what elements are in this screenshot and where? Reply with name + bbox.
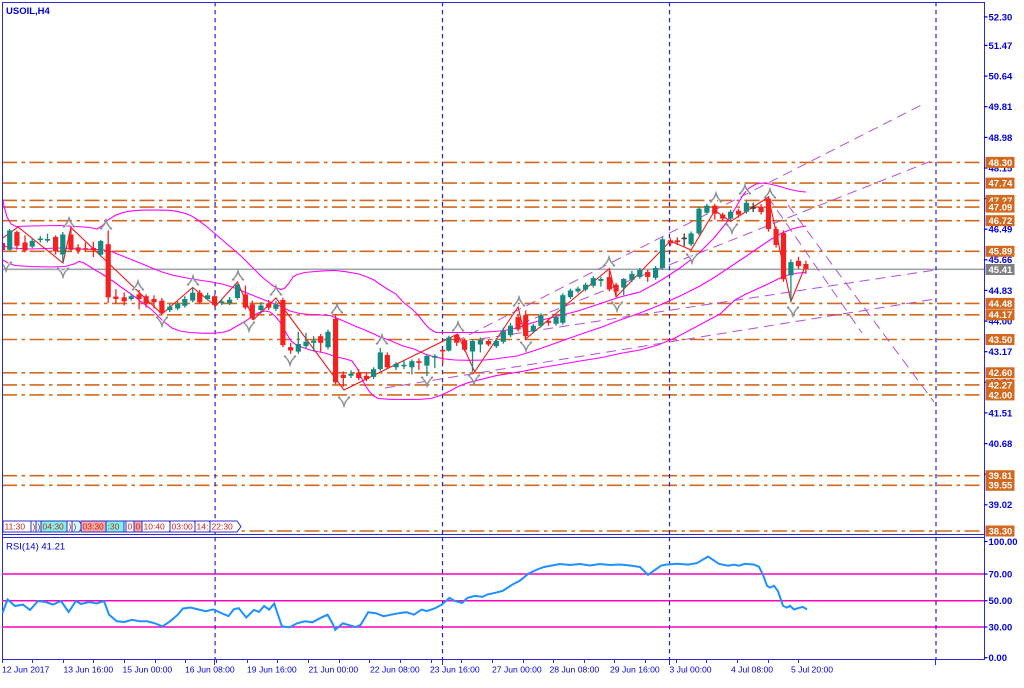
- svg-text:38.30: 38.30: [989, 526, 1013, 537]
- svg-text:23 Jun 16:00: 23 Jun 16:00: [430, 665, 480, 675]
- svg-text:49.81: 49.81: [989, 102, 1013, 113]
- svg-text:41.51: 41.51: [989, 408, 1013, 419]
- svg-text:28 Jun 08:00: 28 Jun 08:00: [550, 665, 600, 675]
- svg-text:0: 0: [136, 522, 141, 532]
- svg-text:46.49: 46.49: [989, 225, 1013, 236]
- svg-text:4 Jul 08:00: 4 Jul 08:00: [731, 665, 773, 675]
- svg-text:48.30: 48.30: [989, 158, 1013, 169]
- svg-text:44.17: 44.17: [989, 310, 1013, 321]
- svg-text:45.89: 45.89: [989, 247, 1013, 258]
- svg-text:22 Jun 08:00: 22 Jun 08:00: [370, 665, 420, 675]
- svg-text:5 Jul 20:00: 5 Jul 20:00: [791, 665, 833, 675]
- svg-text:44.48: 44.48: [989, 299, 1013, 310]
- svg-text:): ): [69, 522, 72, 532]
- svg-text:44.00: 44.00: [989, 317, 1013, 328]
- svg-text:43.50: 43.50: [989, 335, 1013, 346]
- svg-text:): ): [33, 522, 36, 532]
- svg-text:39.02: 39.02: [989, 500, 1013, 511]
- svg-text:48.15: 48.15: [989, 163, 1013, 174]
- svg-text:22:30: 22:30: [212, 522, 234, 532]
- svg-text:): ): [38, 522, 41, 532]
- svg-text:): ): [74, 522, 77, 532]
- svg-text:21 Jun 00:00: 21 Jun 00:00: [309, 665, 359, 675]
- svg-text:39.55: 39.55: [989, 481, 1013, 492]
- svg-text:27 Jun 00:00: 27 Jun 00:00: [492, 665, 542, 675]
- svg-text:47.09: 47.09: [989, 203, 1013, 214]
- svg-text:RSI(14) 41.21: RSI(14) 41.21: [6, 542, 65, 553]
- svg-text:51.47: 51.47: [989, 41, 1013, 52]
- svg-text:10:40: 10:40: [144, 522, 166, 532]
- svg-text:48.98: 48.98: [989, 133, 1013, 144]
- svg-text:03:00: 03:00: [172, 522, 194, 532]
- svg-text:52.30: 52.30: [989, 12, 1013, 23]
- svg-text::30: :30: [108, 522, 120, 532]
- svg-text:42.00: 42.00: [989, 390, 1013, 401]
- svg-text:43.17: 43.17: [989, 347, 1013, 358]
- svg-text:47.74: 47.74: [989, 179, 1013, 190]
- svg-text:42.60: 42.60: [989, 368, 1013, 379]
- svg-text:46.72: 46.72: [989, 216, 1013, 227]
- svg-text:15 Jun 00:00: 15 Jun 00:00: [123, 665, 173, 675]
- svg-text:45.66: 45.66: [989, 255, 1013, 266]
- svg-text:14:: 14:: [197, 522, 209, 532]
- svg-text:50.00: 50.00: [989, 596, 1013, 607]
- svg-text:100.00: 100.00: [989, 537, 1018, 548]
- svg-text:19 Jun 16:00: 19 Jun 16:00: [247, 665, 297, 675]
- svg-text:44.83: 44.83: [989, 286, 1013, 297]
- svg-text:11:30: 11:30: [5, 522, 26, 532]
- svg-text:0.00: 0.00: [989, 653, 1008, 664]
- svg-text:12 Jun 2017: 12 Jun 2017: [2, 665, 50, 675]
- svg-text:0: 0: [128, 522, 133, 532]
- svg-text:3 Jul 00:00: 3 Jul 00:00: [670, 665, 712, 675]
- svg-text:42.27: 42.27: [989, 380, 1013, 391]
- svg-text:40.68: 40.68: [989, 439, 1013, 450]
- svg-text:70.00: 70.00: [989, 569, 1013, 580]
- svg-text:29 Jun 16:00: 29 Jun 16:00: [610, 665, 660, 675]
- svg-text:USOIL,H4: USOIL,H4: [6, 6, 51, 17]
- svg-text:50.64: 50.64: [989, 72, 1013, 83]
- svg-text:03:30: 03:30: [83, 522, 105, 532]
- svg-text:39.81: 39.81: [989, 471, 1013, 482]
- svg-text:47.27: 47.27: [989, 196, 1013, 207]
- svg-text:04:30: 04:30: [43, 522, 65, 532]
- svg-text:13 Jun 16:00: 13 Jun 16:00: [64, 665, 114, 675]
- svg-text:45.41: 45.41: [989, 265, 1013, 276]
- svg-text:30.00: 30.00: [989, 622, 1013, 633]
- svg-text:16 Jun 08:00: 16 Jun 08:00: [185, 665, 235, 675]
